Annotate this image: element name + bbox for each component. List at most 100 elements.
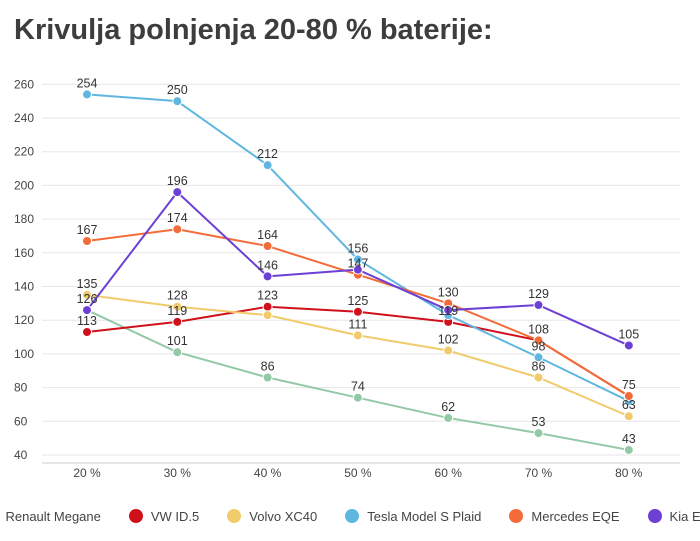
data-point — [533, 300, 544, 311]
data-label: 128 — [167, 289, 188, 303]
data-point — [172, 316, 183, 327]
data-point — [172, 96, 183, 107]
data-point — [533, 428, 544, 439]
data-point — [623, 444, 634, 455]
legend-swatch — [227, 509, 242, 523]
data-label: 63 — [622, 398, 636, 412]
y-tick-label: 160 — [14, 246, 34, 260]
legend-item: Volvo XC40 — [227, 509, 317, 524]
data-point — [262, 301, 273, 312]
data-label: 86 — [532, 359, 546, 373]
y-tick-label: 240 — [14, 111, 34, 125]
data-label: 119 — [438, 304, 458, 318]
data-label: 43 — [622, 432, 636, 446]
data-point — [623, 391, 634, 402]
y-tick-label: 120 — [14, 313, 34, 327]
legend-swatch — [647, 509, 662, 523]
data-point — [82, 326, 92, 337]
data-point — [352, 392, 363, 403]
data-point — [172, 347, 183, 358]
data-point — [352, 264, 363, 275]
data-point — [443, 305, 454, 316]
data-label: 113 — [77, 314, 97, 328]
data-label: 101 — [167, 334, 188, 348]
data-label: 156 — [347, 242, 368, 256]
data-label: 212 — [257, 147, 278, 161]
data-point — [352, 306, 363, 317]
legend-item: Tesla Model S Plaid — [345, 509, 481, 524]
data-label: 167 — [77, 223, 98, 237]
legend-swatch — [345, 509, 360, 523]
data-label: 74 — [351, 380, 365, 394]
data-label: 53 — [532, 415, 546, 429]
data-label: 254 — [77, 76, 98, 90]
data-point — [262, 160, 273, 171]
legend-swatch — [128, 509, 143, 523]
legend-item: Kia EV6 — [647, 508, 700, 524]
legend-swatch — [509, 509, 524, 523]
legend-item: Mercedes EQE — [509, 508, 620, 524]
data-point — [262, 310, 273, 321]
data-label: 129 — [528, 287, 549, 301]
data-point — [262, 372, 273, 383]
data-label: 86 — [261, 359, 275, 373]
x-tick-label: 50 % — [344, 466, 372, 480]
data-label: 147 — [347, 257, 368, 271]
x-tick-label: 60 % — [435, 466, 463, 480]
data-label: 119 — [167, 304, 187, 318]
data-point — [82, 236, 92, 247]
legend-label: Renault Megane — [5, 508, 101, 524]
y-tick-label: 100 — [14, 347, 34, 361]
legend-item: Renault Megane — [0, 508, 101, 524]
y-tick-label: 180 — [14, 212, 34, 226]
data-label: 108 — [528, 322, 549, 336]
data-label: 146 — [257, 258, 278, 272]
data-label: 105 — [618, 327, 639, 341]
y-tick-label: 140 — [14, 280, 34, 294]
data-label: 196 — [167, 174, 188, 188]
data-label: 174 — [167, 211, 188, 225]
y-tick-label: 60 — [14, 414, 28, 428]
legend-label: Tesla Model S Plaid — [367, 508, 482, 524]
data-point — [623, 340, 634, 351]
data-point — [82, 289, 92, 300]
data-label: 125 — [347, 294, 368, 308]
legend-label: Mercedes EQE — [531, 508, 620, 524]
chart-legend: Renault Megane VW ID.5 Volvo XC40 Tesla Mod… — [0, 504, 700, 528]
y-tick-label: 220 — [14, 145, 34, 159]
legend-label: VW ID.5 — [150, 508, 200, 524]
data-label: 135 — [77, 277, 98, 291]
x-tick-label: 70 % — [525, 466, 553, 480]
x-tick-label: 80 % — [615, 466, 643, 480]
data-label: 98 — [532, 339, 546, 353]
x-tick-label: 40 % — [254, 466, 282, 480]
data-label: 102 — [438, 333, 459, 347]
data-point — [262, 241, 273, 252]
y-tick-label: 40 — [14, 448, 28, 462]
legend-label: Kia EV6 — [669, 508, 700, 524]
y-tick-label: 80 — [14, 381, 28, 395]
data-label: 250 — [167, 83, 188, 97]
data-label: 164 — [257, 228, 278, 242]
data-point — [623, 411, 634, 422]
y-tick-label: 260 — [14, 77, 34, 91]
data-label: 130 — [438, 285, 459, 299]
data-point — [533, 335, 544, 346]
y-tick-label: 200 — [14, 178, 34, 192]
x-tick-label: 20 % — [73, 466, 101, 480]
data-label: 75 — [622, 378, 636, 392]
data-point — [533, 352, 544, 363]
data-point — [533, 372, 544, 383]
data-point — [172, 301, 183, 312]
data-point — [443, 412, 454, 423]
data-label: 123 — [257, 289, 278, 303]
legend-item: VW ID.5 — [128, 508, 200, 524]
data-point — [352, 330, 363, 341]
data-label: 126 — [77, 292, 98, 306]
data-point — [352, 254, 363, 265]
legend-label: Volvo XC40 — [249, 508, 318, 524]
x-tick-label: 30 % — [164, 466, 192, 480]
data-label: 62 — [441, 400, 455, 414]
data-point — [82, 305, 92, 316]
chart-title: Krivulja polnjenja 20-80 % baterije: — [14, 14, 493, 46]
